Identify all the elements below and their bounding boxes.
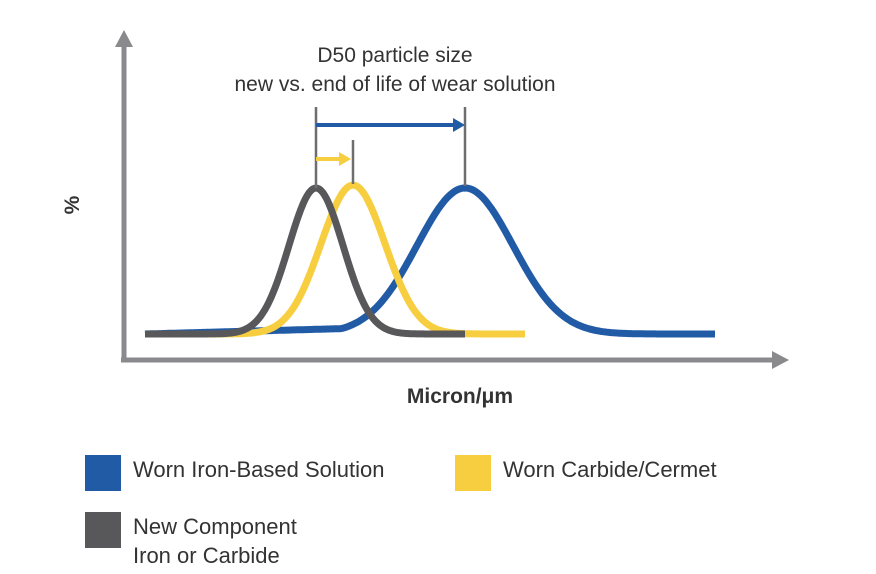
legend-item-worn-carbide: Worn Carbide/Cermet [455, 455, 717, 491]
legend-item-new-component: New Component Iron or Carbide [85, 512, 297, 570]
d50-shift-arrow-iron-head [453, 118, 465, 132]
legend-swatch-worn-carbide [455, 455, 491, 491]
d50-shift-arrow-carbide-head [339, 152, 351, 166]
annotation-layer [314, 107, 467, 188]
chart-subtitle: new vs. end of life of wear solution [234, 73, 555, 96]
legend-label-worn-carbide: Worn Carbide/Cermet [503, 457, 717, 482]
series-line-2 [143, 184, 467, 338]
y-axis-label: % [61, 195, 84, 214]
legend-item-worn-iron: Worn Iron-Based Solution [85, 455, 385, 491]
x-axis-label: Micron/μm [407, 385, 513, 408]
x-axis-arrow [772, 351, 789, 369]
axes [115, 30, 789, 369]
series-layer [143, 181, 717, 338]
legend-label-worn-iron: Worn Iron-Based Solution [133, 457, 385, 482]
legend-swatch-worn-iron [85, 455, 121, 491]
series-line-1 [143, 181, 527, 338]
chart-title: D50 particle size [317, 44, 472, 67]
series-line-0 [143, 184, 717, 338]
legend-label-new-component: New Component Iron or Carbide [133, 514, 297, 568]
legend-swatch-new-component [85, 512, 121, 548]
y-axis-arrow [115, 30, 133, 47]
